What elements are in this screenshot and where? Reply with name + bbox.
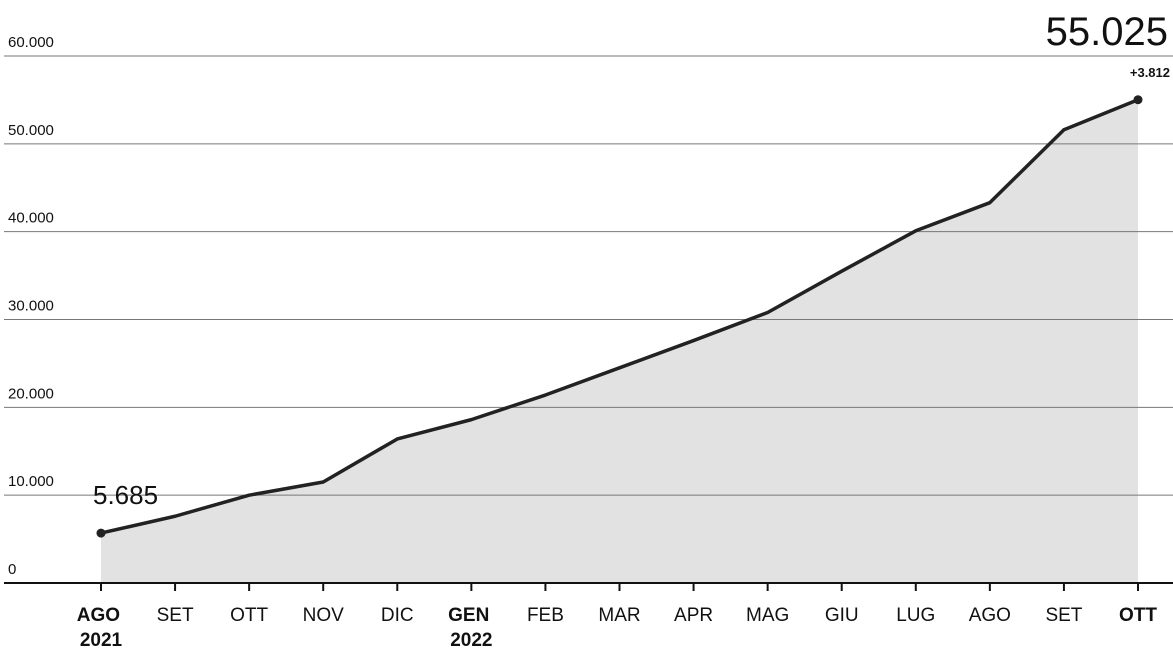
point <box>96 528 106 538</box>
y-tick-label: 20.000 <box>8 385 54 402</box>
x-tick-label: LUG <box>896 605 935 626</box>
y-tick-label: 60.000 <box>8 34 54 51</box>
x-tick-label: MAR <box>598 605 640 626</box>
area-fill <box>101 99 1138 583</box>
x-tick-label: SET <box>157 605 194 626</box>
y-tick-label: 40.000 <box>8 210 54 227</box>
y-tick-label: 30.000 <box>8 298 54 315</box>
y-tick-label: 50.000 <box>8 122 54 139</box>
annotation: +3.812 <box>1130 65 1170 80</box>
y-tick-label: 10.000 <box>8 473 54 490</box>
x-tick-label: DIC <box>381 605 414 626</box>
line <box>100 98 1139 535</box>
value-label: 55.025 <box>1046 10 1168 54</box>
x-tick-label: SET <box>1045 605 1082 626</box>
x-tick-label: APR <box>674 605 713 626</box>
y-tick-label: 0 <box>8 561 16 578</box>
x-tick-label: FEB <box>527 605 564 626</box>
x-tick-label: MAG <box>746 605 789 626</box>
x-tick-label: AGO 2021 <box>77 605 126 651</box>
x-tick-label: AGO <box>969 605 1011 626</box>
x-tick-label: GIU <box>825 605 859 626</box>
x-tick-label: OTT <box>1119 605 1157 626</box>
point <box>1133 95 1143 105</box>
x-tick-label: OTT <box>230 605 268 626</box>
x-tick-label: GEN 2022 <box>448 605 494 651</box>
x-tick-label: NOV <box>303 605 345 626</box>
value-label: 5.685 <box>93 480 158 510</box>
